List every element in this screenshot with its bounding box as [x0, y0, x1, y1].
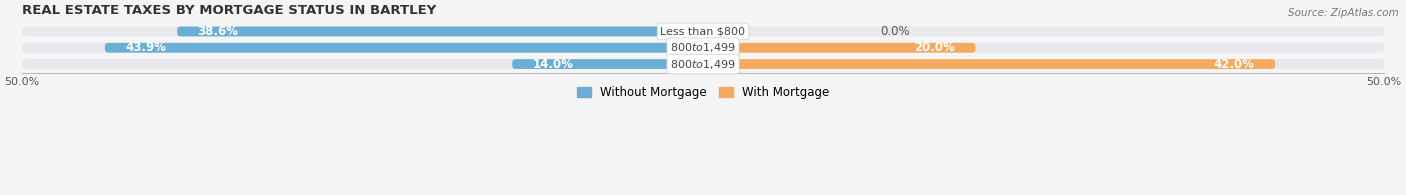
Text: $800 to $1,499: $800 to $1,499: [671, 41, 735, 54]
FancyBboxPatch shape: [512, 59, 703, 69]
FancyBboxPatch shape: [177, 27, 703, 36]
Text: REAL ESTATE TAXES BY MORTGAGE STATUS IN BARTLEY: REAL ESTATE TAXES BY MORTGAGE STATUS IN …: [21, 4, 436, 17]
Text: 42.0%: 42.0%: [1213, 58, 1254, 71]
Text: $800 to $1,499: $800 to $1,499: [671, 58, 735, 71]
FancyBboxPatch shape: [21, 26, 1385, 36]
Text: 20.0%: 20.0%: [914, 41, 955, 54]
Text: 38.6%: 38.6%: [198, 25, 239, 38]
Text: 43.9%: 43.9%: [125, 41, 166, 54]
Text: 0.0%: 0.0%: [880, 25, 910, 38]
FancyBboxPatch shape: [105, 43, 703, 53]
Legend: Without Mortgage, With Mortgage: Without Mortgage, With Mortgage: [572, 81, 834, 104]
FancyBboxPatch shape: [21, 59, 1385, 69]
Text: 14.0%: 14.0%: [533, 58, 574, 71]
FancyBboxPatch shape: [21, 43, 1385, 53]
FancyBboxPatch shape: [703, 43, 976, 53]
FancyBboxPatch shape: [703, 59, 1275, 69]
Text: Source: ZipAtlas.com: Source: ZipAtlas.com: [1288, 8, 1399, 18]
Text: Less than $800: Less than $800: [661, 27, 745, 36]
